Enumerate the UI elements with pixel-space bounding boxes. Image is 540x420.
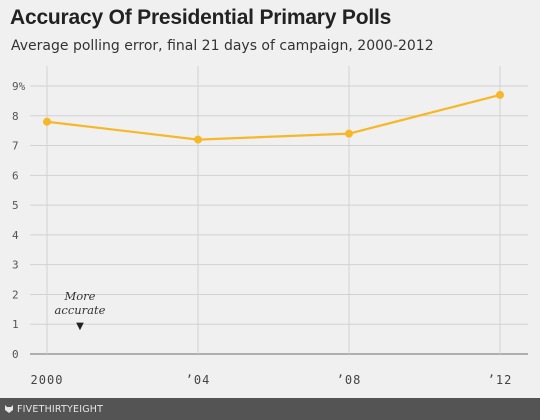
y-tick-label-2: 2 — [12, 288, 19, 301]
annotation-line-2: accurate — [55, 303, 106, 317]
y-tick-label-4: 4 — [12, 229, 19, 242]
fivethirtyeight-fox-icon — [5, 405, 13, 413]
y-tick-label-8: 8 — [12, 110, 19, 123]
chart-subtitle: Average polling error, final 21 days of … — [11, 38, 434, 54]
data-point-2012 — [496, 90, 504, 99]
y-axis-ticks: 0 1 2 3 4 5 6 7 8 9% — [12, 80, 26, 361]
y-tick-label-3: 3 — [12, 259, 19, 272]
y-tick-label-5: 5 — [12, 199, 19, 212]
down-arrow-icon: ▼ — [76, 321, 84, 332]
data-point-2000 — [43, 117, 51, 126]
y-tick-label-1: 1 — [12, 318, 19, 331]
data-point-2008 — [345, 129, 353, 138]
y-tick-label-7: 7 — [12, 140, 19, 153]
data-point-2004 — [194, 135, 202, 144]
annotation-line-1: More — [63, 289, 95, 303]
footer-bar: FIVETHIRTYEIGHT — [0, 398, 540, 420]
x-tick-label-2: ʼ08 — [337, 373, 362, 387]
y-tick-label-9: 9% — [12, 80, 26, 93]
x-tick-label-0: 2000 — [31, 373, 64, 387]
x-tick-label-1: ʼ04 — [186, 373, 211, 387]
footer-brand-text: FIVETHIRTYEIGHT — [17, 403, 104, 415]
chart-title: Accuracy Of Presidential Primary Polls — [10, 6, 392, 29]
gridlines — [30, 66, 528, 355]
y-tick-label-0: 0 — [12, 348, 19, 361]
more-accurate-annotation: More accurate ▼ — [55, 289, 106, 332]
series-line-0 — [46, 93, 501, 141]
x-tick-label-3: ʼ12 — [488, 373, 513, 387]
x-axis-ticks: 2000 ʼ04 ʼ08 ʼ12 — [31, 373, 513, 387]
series-layer — [43, 90, 504, 144]
y-tick-label-6: 6 — [12, 169, 19, 182]
